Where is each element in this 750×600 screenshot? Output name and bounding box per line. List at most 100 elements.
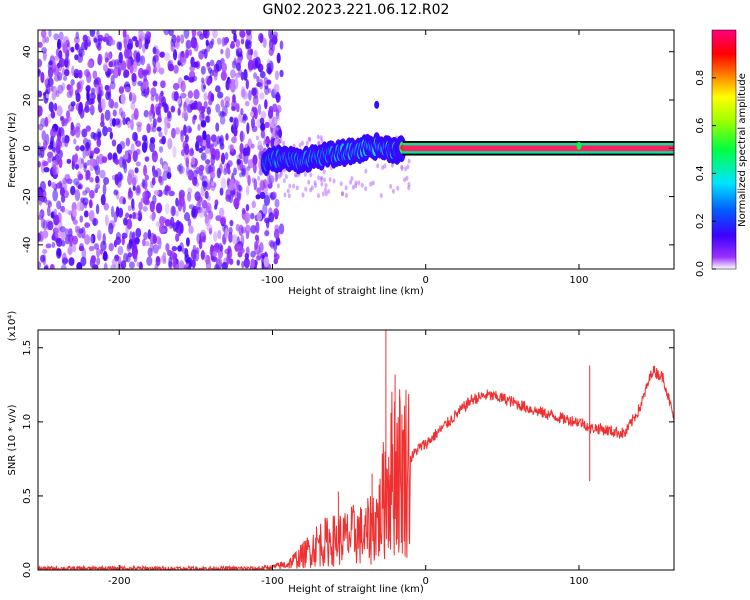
noise-speckle xyxy=(158,131,163,138)
noise-speckle xyxy=(170,205,177,217)
noise-speckle xyxy=(122,197,126,205)
noise-speckle xyxy=(247,46,252,56)
noise-speckle xyxy=(73,178,79,186)
noise-speckle xyxy=(104,84,110,91)
noise-speckle xyxy=(225,47,231,60)
noise-speckle xyxy=(407,181,411,187)
noise-speckle xyxy=(283,192,287,198)
noise-speckle xyxy=(228,79,232,85)
noise-speckle xyxy=(43,139,48,151)
noise-speckle xyxy=(242,113,247,119)
noise-speckle xyxy=(307,179,311,185)
noise-speckle xyxy=(72,208,77,218)
noise-speckle xyxy=(79,243,84,251)
noise-speckle xyxy=(225,133,229,141)
noise-speckle xyxy=(124,150,129,160)
noise-speckle xyxy=(109,81,116,90)
noise-speckle xyxy=(44,116,49,128)
noise-speckle xyxy=(263,139,267,145)
noise-speckle xyxy=(95,203,100,215)
noise-speckle xyxy=(49,263,55,269)
noise-speckle xyxy=(156,126,162,132)
noise-speckle xyxy=(164,116,169,127)
noise-speckle xyxy=(239,130,244,143)
noise-speckle xyxy=(111,139,117,147)
noise-speckle xyxy=(229,258,234,265)
noise-speckle xyxy=(93,243,100,250)
x-tick-label: -200 xyxy=(108,576,131,587)
snr-plot-area xyxy=(38,330,674,570)
noise-speckle xyxy=(364,186,368,192)
noise-speckle xyxy=(135,227,142,238)
noise-speckle xyxy=(229,116,234,123)
noise-speckle xyxy=(200,229,206,237)
noise-speckle xyxy=(126,242,133,250)
noise-speckle xyxy=(152,80,158,87)
noise-speckle xyxy=(256,250,262,261)
noise-speckle xyxy=(113,211,118,223)
noise-speckle xyxy=(210,134,217,142)
noise-speckle xyxy=(242,147,248,157)
noise-speckle xyxy=(250,117,256,129)
noise-speckle xyxy=(319,177,323,183)
noise-speckle xyxy=(235,38,241,48)
noise-speckle xyxy=(172,49,178,61)
noise-speckle xyxy=(257,176,261,182)
noise-speckle xyxy=(219,111,226,117)
noise-speckle xyxy=(66,158,72,164)
noise-speckle xyxy=(108,242,114,252)
noise-speckle xyxy=(231,60,237,69)
noise-speckle xyxy=(215,103,221,113)
noise-speckle xyxy=(170,44,175,52)
noise-speckle xyxy=(110,205,115,218)
noise-speckle xyxy=(96,30,100,38)
noise-speckle xyxy=(244,212,251,224)
noise-speckle xyxy=(201,180,208,188)
noise-speckle xyxy=(235,48,240,57)
noise-speckle xyxy=(85,100,89,112)
noise-speckle xyxy=(262,37,267,48)
noise-speckle xyxy=(403,177,407,183)
noise-speckle xyxy=(61,205,66,213)
noise-speckle xyxy=(56,105,63,117)
noise-speckle xyxy=(251,200,256,209)
noise-speckle xyxy=(260,110,267,120)
noise-speckle xyxy=(47,113,52,124)
colorbar-tick-label: 0.6 xyxy=(695,118,706,134)
noise-speckle xyxy=(162,251,167,262)
noise-speckle xyxy=(113,189,119,196)
noise-speckle xyxy=(268,174,275,185)
noise-speckle xyxy=(218,110,225,118)
carrier-core xyxy=(402,145,674,152)
noise-speckle xyxy=(190,249,197,260)
noise-speckle xyxy=(87,60,94,69)
noise-speckle xyxy=(137,80,143,87)
noise-speckle xyxy=(405,175,409,181)
noise-speckle xyxy=(205,202,212,214)
noise-speckle xyxy=(268,240,275,247)
noise-speckle xyxy=(400,165,404,171)
noise-speckle xyxy=(90,87,96,95)
noise-speckle xyxy=(93,165,99,171)
noise-speckle xyxy=(122,30,127,39)
noise-speckle xyxy=(246,185,250,196)
noise-speckle xyxy=(164,184,170,196)
noise-speckle xyxy=(162,170,168,181)
noise-speckle xyxy=(164,52,171,62)
noise-speckle xyxy=(200,120,207,128)
noise-speckle xyxy=(56,248,62,257)
noise-speckle xyxy=(253,50,258,58)
noise-speckle xyxy=(263,256,270,268)
noise-speckle xyxy=(95,38,101,49)
noise-speckle xyxy=(351,184,355,190)
noise-speckle xyxy=(155,49,160,58)
noise-speckle xyxy=(85,149,89,157)
noise-speckle xyxy=(152,118,157,128)
noise-speckle xyxy=(163,30,170,36)
noise-speckle xyxy=(155,255,161,267)
noise-speckle xyxy=(68,228,73,237)
noise-speckle xyxy=(90,255,97,264)
noise-speckle xyxy=(272,36,278,45)
noise-speckle xyxy=(44,36,50,43)
noise-speckle xyxy=(134,237,140,245)
